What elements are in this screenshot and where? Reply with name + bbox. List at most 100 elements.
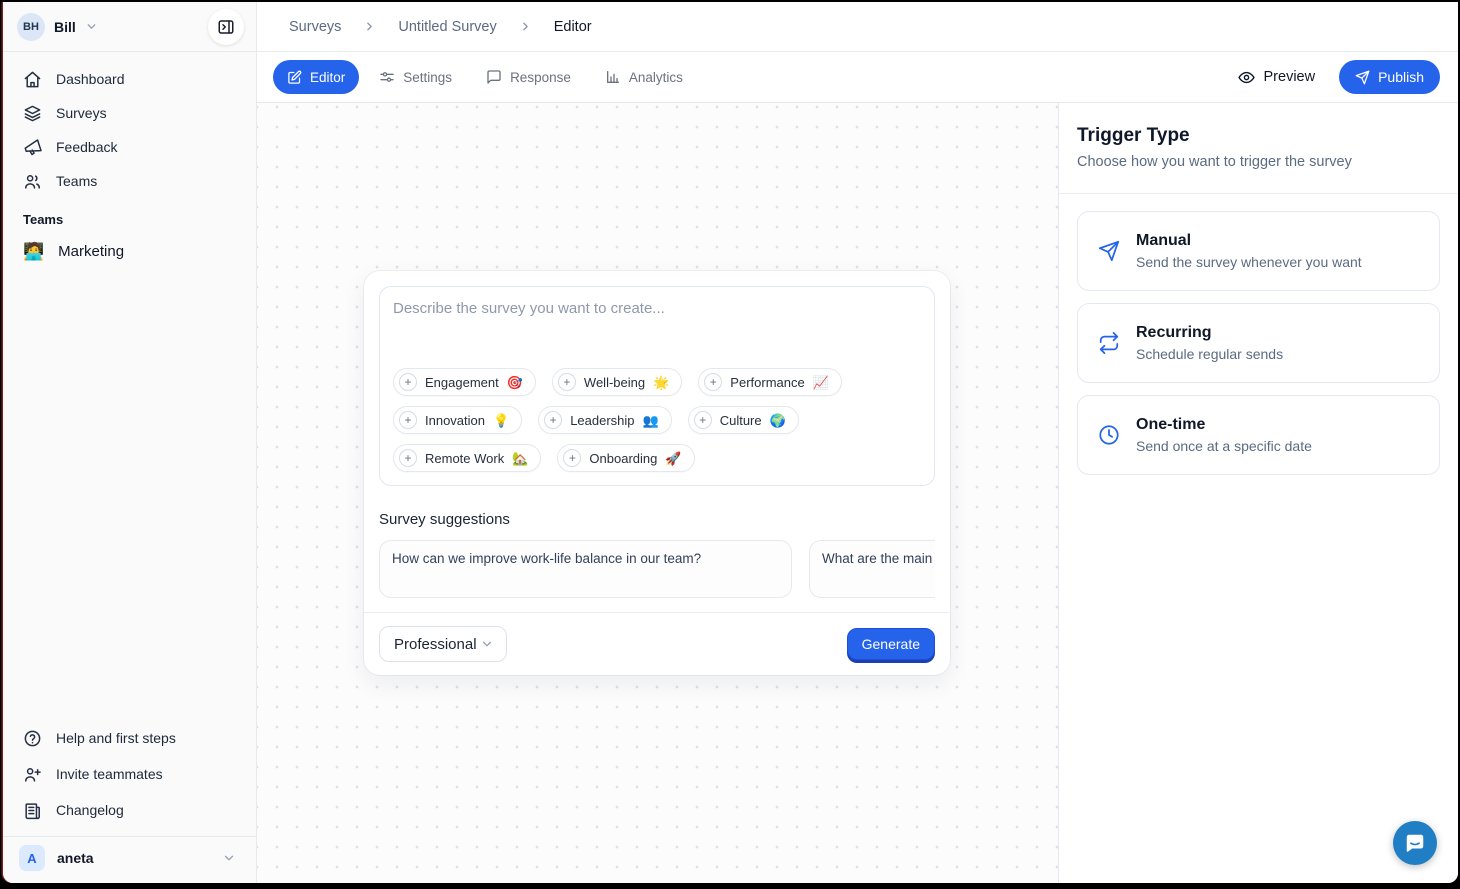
trigger-option-recurring[interactable]: Recurring Schedule regular sends <box>1077 303 1440 383</box>
chip-well-being[interactable]: + Well-being 🌟 <box>551 368 683 396</box>
sidebar-item-surveys[interactable]: Surveys <box>15 96 244 130</box>
layers-icon <box>23 104 42 123</box>
trigger-option-manual[interactable]: Manual Send the survey whenever you want <box>1077 211 1440 291</box>
teams-section-title: Teams <box>23 212 64 227</box>
chip-emoji: 🌍 <box>769 412 786 428</box>
user-menu[interactable]: A aneta <box>3 837 256 883</box>
chip-onboarding[interactable]: + Onboarding 🚀 <box>557 444 695 472</box>
sidebar-footer-nav: Help and first steps Invite teammates Ch… <box>3 720 256 828</box>
tab-label: Settings <box>403 69 453 85</box>
sidebar: BH Bill Dashboard <box>3 2 257 883</box>
chip-label: Culture <box>719 412 762 428</box>
sidebar-item-feedback[interactable]: Feedback <box>15 130 244 164</box>
chip-performance[interactable]: + Performance 📈 <box>698 368 842 396</box>
sliders-icon <box>379 69 395 85</box>
suggestions-title: Survey suggestions <box>379 511 510 528</box>
input-placeholder: Describe the survey you want to create..… <box>393 300 665 317</box>
workspace-avatar[interactable]: BH <box>17 12 45 41</box>
chip-emoji: 💡 <box>493 412 510 428</box>
chat-bubble-icon <box>1404 832 1426 854</box>
tab-analytics[interactable]: Analytics <box>591 60 697 94</box>
sidebar-item-label: Feedback <box>56 139 118 155</box>
chip-culture[interactable]: + Culture 🌍 <box>687 406 799 434</box>
users-icon <box>23 172 42 191</box>
sidebar-item-label: Surveys <box>56 105 107 121</box>
sidebar-nav: Dashboard Surveys Feedback Teams <box>3 52 256 198</box>
send-icon <box>1098 240 1120 262</box>
publish-label: Publish <box>1378 69 1424 85</box>
composer-footer: Professional Generate <box>364 612 950 675</box>
clock-icon <box>1098 424 1120 446</box>
sidebar-item-changelog[interactable]: Changelog <box>15 792 244 828</box>
chip-leadership[interactable]: + Leadership 👥 <box>538 406 672 434</box>
tab-label: Editor <box>310 69 346 85</box>
team-label: Marketing <box>58 242 125 260</box>
chip-label: Remote Work <box>425 450 505 466</box>
chip-emoji: 📈 <box>812 374 829 390</box>
sidebar-item-help[interactable]: Help and first steps <box>15 720 244 756</box>
chat-icon <box>486 69 502 85</box>
sidebar-item-dashboard[interactable]: Dashboard <box>15 62 244 96</box>
sidebar-item-label: Invite teammates <box>56 766 163 782</box>
home-icon <box>23 70 42 89</box>
chevron-right-icon <box>519 20 532 33</box>
sidebar-item-label: Dashboard <box>56 71 125 87</box>
chip-emoji: 👥 <box>642 412 659 428</box>
chevron-right-icon <box>363 20 376 33</box>
chip-label: Engagement <box>425 374 499 390</box>
bar-chart-icon <box>605 69 621 85</box>
chip-label: Well-being <box>583 374 646 390</box>
chip-emoji: 🚀 <box>665 450 682 466</box>
breadcrumb-surveys[interactable]: Surveys <box>289 18 342 35</box>
sidebar-item-team-marketing[interactable]: 🧑‍💻 Marketing <box>3 233 256 269</box>
chevron-down-icon <box>480 637 494 651</box>
tab-editor[interactable]: Editor <box>273 60 360 94</box>
preview-button[interactable]: Preview <box>1237 69 1315 86</box>
trigger-panel-header: Trigger Type Choose how you want to trig… <box>1059 103 1458 194</box>
chip-label: Leadership <box>570 412 635 428</box>
trigger-options: Manual Send the survey whenever you want… <box>1059 194 1458 504</box>
sidebar-item-label: Teams <box>56 173 98 189</box>
generate-button[interactable]: Generate <box>846 628 935 660</box>
tone-select[interactable]: Professional <box>379 626 507 662</box>
survey-description-input[interactable]: Describe the survey you want to create..… <box>379 286 935 486</box>
suggestion-card[interactable]: How can we improve work-life balance in … <box>379 540 792 598</box>
publish-button[interactable]: Publish <box>1339 60 1440 94</box>
trigger-option-one-time[interactable]: One-time Send once at a specific date <box>1077 395 1440 475</box>
edit-icon <box>287 70 302 85</box>
user-avatar: A <box>19 845 45 871</box>
workspace-name[interactable]: Bill <box>54 18 76 35</box>
tone-selected-value: Professional <box>394 635 477 653</box>
suggestion-card[interactable]: What are the main ob <box>809 540 935 598</box>
topic-chips: + Engagement 🎯 + Well-being 🌟 + <box>393 368 921 472</box>
sidebar-item-label: Help and first steps <box>56 730 176 746</box>
tab-settings[interactable]: Settings <box>365 60 466 94</box>
chip-label: Onboarding <box>589 450 658 466</box>
sidebar-item-invite[interactable]: Invite teammates <box>15 756 244 792</box>
sidebar-toggle-button[interactable] <box>208 8 244 45</box>
chip-emoji: 🌟 <box>653 374 670 390</box>
repeat-icon <box>1098 332 1120 354</box>
breadcrumb-untitled-survey[interactable]: Untitled Survey <box>398 18 497 35</box>
chip-remote-work[interactable]: + Remote Work 🏡 <box>393 444 542 472</box>
plus-icon: + <box>399 449 417 467</box>
chevron-down-icon[interactable] <box>85 20 98 33</box>
help-circle-icon <box>23 729 42 748</box>
tab-bar: Editor Settings Response Analytics <box>257 52 1458 103</box>
panel-collapse-icon <box>217 18 235 36</box>
eye-icon <box>1237 69 1255 86</box>
editor-canvas[interactable]: Describe the survey you want to create..… <box>257 103 1058 883</box>
changelog-icon <box>23 801 42 820</box>
megaphone-icon <box>23 138 42 157</box>
chip-engagement[interactable]: + Engagement 🎯 <box>393 368 536 396</box>
tab-response[interactable]: Response <box>472 60 585 94</box>
sidebar-item-teams[interactable]: Teams <box>15 164 244 198</box>
option-description: Schedule regular sends <box>1136 346 1284 362</box>
user-name: aneta <box>57 850 94 866</box>
tab-label: Analytics <box>628 69 683 85</box>
chevron-down-icon <box>222 851 236 865</box>
chat-launcher-button[interactable] <box>1393 821 1437 865</box>
chip-emoji: 🏡 <box>512 450 529 466</box>
plus-icon: + <box>704 373 723 391</box>
chip-innovation[interactable]: + Innovation 💡 <box>393 406 523 434</box>
